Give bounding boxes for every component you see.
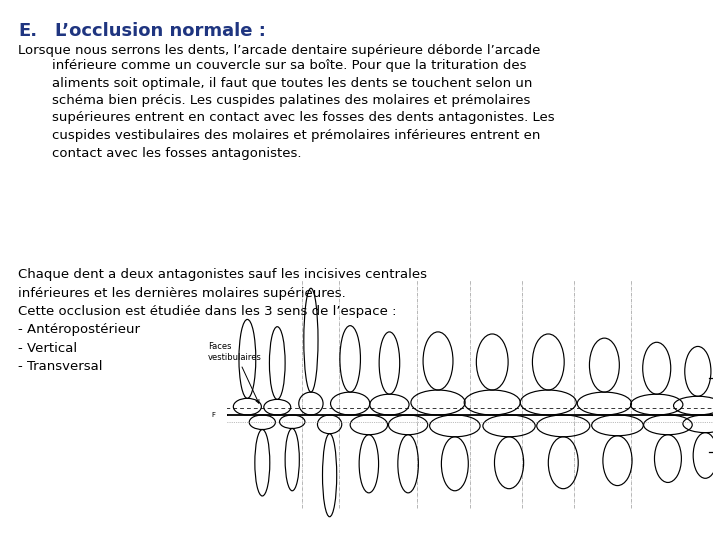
- Text: Chaque dent a deux antagonistes sauf les incisives centrales
inférieures et les : Chaque dent a deux antagonistes sauf les…: [18, 268, 427, 374]
- Text: E.: E.: [18, 22, 37, 40]
- Text: inférieure comme un couvercle sur sa boîte. Pour que la trituration des
        : inférieure comme un couvercle sur sa boî…: [18, 59, 554, 159]
- Text: L’occlusion normale :: L’occlusion normale :: [55, 22, 266, 40]
- Text: F: F: [212, 412, 215, 418]
- Text: Faces
vestibulaires: Faces vestibulaires: [208, 342, 262, 403]
- Text: Lorsque nous serrons les dents, l’arcade dentaire supérieure déborde l’arcade: Lorsque nous serrons les dents, l’arcade…: [18, 44, 541, 57]
